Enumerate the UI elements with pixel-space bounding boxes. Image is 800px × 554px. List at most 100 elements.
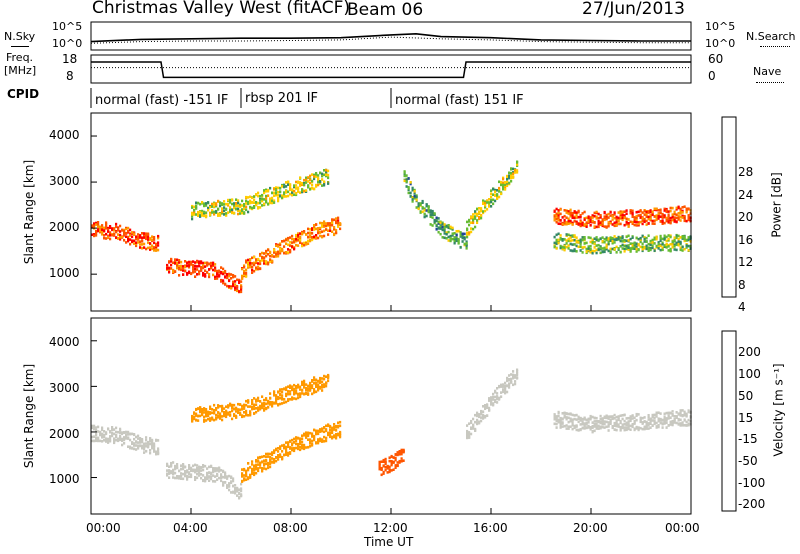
heat-cell [291, 190, 294, 193]
heat-cell [633, 419, 636, 423]
heat-cell [202, 465, 205, 469]
heat-cell [623, 214, 626, 217]
heat-cell [615, 428, 618, 432]
heat-cell [230, 476, 233, 480]
heat-cell [237, 410, 240, 413]
heat-cell [255, 261, 258, 264]
heat-cell [601, 250, 604, 253]
heat-cell [200, 268, 203, 272]
heat-cell [443, 227, 446, 230]
heat-cell [127, 433, 130, 436]
heat-cell [579, 238, 582, 242]
heat-cell [327, 433, 330, 437]
heat-cell [178, 259, 181, 262]
heat-cell [651, 213, 654, 217]
heat-cell [443, 223, 446, 226]
heat-cell [255, 398, 258, 402]
heat-cell [506, 174, 509, 178]
heat-cell [498, 396, 501, 400]
heat-cell [603, 240, 606, 244]
heat-cell [166, 469, 169, 472]
heat-cell [607, 224, 610, 228]
heat-cell [137, 233, 140, 236]
heat-cell [243, 269, 246, 273]
heat-cell [615, 245, 618, 249]
noise-lines [90, 32, 691, 44]
heat-cell [253, 255, 256, 259]
heat-cell [466, 233, 469, 236]
heat-cell [619, 236, 622, 240]
heat-cell [91, 439, 94, 443]
heat-cell [595, 210, 598, 214]
heat-cell [197, 407, 200, 411]
heat-cell [378, 463, 381, 467]
heat-cell [492, 403, 495, 407]
heat-cell [204, 274, 207, 278]
heat-cell [307, 239, 310, 243]
heat-cell [466, 429, 469, 433]
heat-cell [659, 412, 662, 415]
heat-cell [233, 204, 236, 208]
heat-cell [567, 244, 570, 247]
heat-cell [577, 215, 580, 219]
heat-cell [595, 236, 598, 239]
heat-cell [213, 205, 216, 208]
heat-cell [255, 258, 258, 261]
heat-cell [470, 227, 473, 230]
heat-cell [131, 235, 134, 239]
heat-cell [261, 469, 264, 473]
heat-cell [631, 247, 634, 250]
heat-cell [241, 407, 244, 410]
heat-cell [631, 244, 634, 247]
heat-cell [198, 469, 201, 472]
heat-cell [474, 217, 477, 220]
xtick-1200: 12:00 [373, 521, 408, 535]
heat-cell [293, 449, 296, 453]
heat-cell [325, 384, 328, 388]
heat-cell [211, 411, 214, 415]
heat-cell [659, 244, 662, 248]
heat-cell [319, 379, 322, 382]
heat-cell [506, 180, 509, 184]
heat-cell [206, 263, 209, 266]
heat-cell [611, 417, 614, 421]
heat-cell [321, 178, 324, 181]
heat-cell [231, 409, 234, 413]
heat-cell [553, 417, 556, 421]
heat-cell [337, 225, 340, 228]
heat-cell [259, 254, 262, 257]
heat-cell [637, 214, 640, 217]
heat-cell [565, 427, 568, 430]
heat-cell [593, 211, 596, 215]
heat-cell [453, 236, 456, 239]
heat-cell [172, 269, 175, 272]
nave-label: Nave [753, 65, 782, 78]
heat-cell [595, 216, 598, 220]
heat-cell [415, 198, 418, 202]
heat-cell [583, 236, 586, 239]
heat-cell [287, 399, 290, 402]
heat-cell [211, 408, 214, 411]
heat-cell [261, 259, 264, 262]
heat-cell [437, 217, 440, 220]
heat-cell [283, 195, 286, 198]
heat-cell [494, 199, 497, 203]
power-cb-tick-20: 20 [738, 210, 754, 224]
heat-cell [605, 236, 608, 239]
heat-cell [472, 417, 475, 421]
heat-cell [472, 227, 475, 231]
heat-cell [431, 213, 434, 216]
heat-cell [97, 229, 100, 233]
heat-cell [313, 434, 316, 438]
heat-cell [255, 403, 258, 406]
heat-cell [427, 205, 430, 208]
heat-cell [555, 207, 558, 211]
heat-cell [285, 189, 288, 193]
heat-cell [234, 286, 237, 289]
heat-cell [488, 409, 491, 412]
heat-cell [231, 417, 234, 421]
heat-cell [103, 430, 106, 433]
heat-cell [573, 238, 576, 242]
heat-cell [635, 224, 638, 227]
heat-cell [589, 416, 592, 419]
